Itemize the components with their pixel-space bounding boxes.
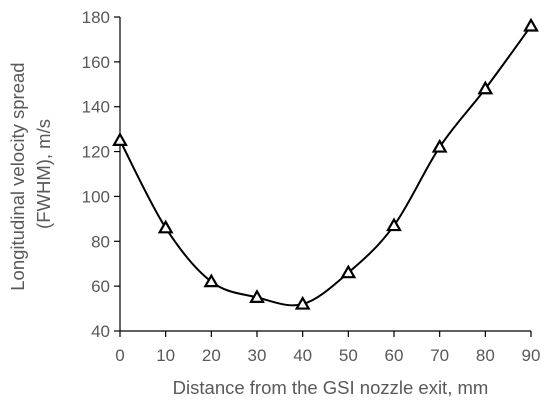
data-point-marker [157,219,174,234]
x-tick-label: 30 [248,346,267,365]
data-point-marker [203,273,220,288]
x-tick-group: 0 10 20 30 40 50 60 70 80 90 [115,331,540,365]
data-point-marker [386,217,402,232]
y-axis-title-line-1: Longitudinal velocity spread [7,62,28,290]
x-axis: 0 10 20 30 40 50 60 70 80 90 [115,330,540,365]
y-tick-label: 100 [82,187,110,206]
x-tick-label: 50 [339,346,358,365]
y-tick-label: 120 [82,143,110,162]
y-axis-title-line-2: (FWHM), m/s [33,119,54,229]
marker-group [112,17,539,310]
x-tick-label: 60 [385,346,404,365]
y-tick-label: 60 [91,277,110,296]
data-point-marker [294,295,311,310]
data-point-marker [340,264,357,279]
x-tick-label: 40 [293,346,312,365]
y-tick-group: 40 60 80 100 120 140 160 180 [82,8,120,341]
data-point-marker [477,80,494,95]
y-tick-label: 180 [82,8,110,27]
x-tick-label: 20 [202,346,221,365]
y-tick-label: 140 [82,98,110,117]
x-tick-label: 90 [522,346,541,365]
y-tick-label: 80 [91,232,110,251]
x-axis-title: Distance from the GSI nozzle exit, mm [173,377,489,398]
x-tick-label: 10 [156,346,175,365]
x-tick-label: 70 [430,346,449,365]
x-tick-label: 0 [115,346,124,365]
x-tick-label: 80 [476,346,495,365]
y-tick-label: 160 [82,53,110,72]
data-point-marker [431,138,448,153]
y-tick-label: 40 [91,322,110,341]
data-point-marker [249,289,265,303]
y-axis-title: Longitudinal velocity spread (FWHM), m/s [7,57,54,290]
data-point-marker [112,132,128,146]
series-line [119,25,532,307]
y-axis: 40 60 80 100 120 140 160 180 [82,8,121,341]
data-point-marker [523,17,539,32]
